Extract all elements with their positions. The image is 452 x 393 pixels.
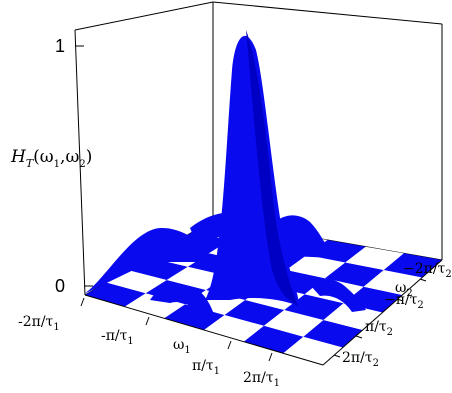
- floor-cell: [363, 270, 423, 295]
- floor-cell: [283, 336, 343, 365]
- floor-cell: [264, 310, 324, 337]
- floor-cell: [243, 325, 304, 354]
- floor-cell: [303, 320, 363, 348]
- floor-cell: [284, 294, 344, 320]
- back-left-wall-top-edge: [74, 1, 214, 31]
- floor-cell: [204, 315, 264, 342]
- z-tick-label-0: 0: [55, 276, 65, 296]
- floor-cell: [85, 282, 146, 307]
- omega2-tick-label-1: −2π/τ2: [403, 261, 452, 280]
- floor-cell: [124, 293, 186, 319]
- surface: [84, 30, 366, 320]
- floor-cell: [286, 255, 346, 279]
- z-tick-label-1: 1: [55, 36, 65, 56]
- back-right-wall-top-edge: [212, 1, 443, 25]
- omega2-ticks: [333, 278, 427, 358]
- omega1-tick-label-4: 2π/τ1: [243, 370, 280, 389]
- floor-cell: [345, 246, 404, 270]
- omega1-ticks: [80, 297, 273, 362]
- floor-cell: [323, 303, 383, 330]
- omega1-tick-label-3: π/τ1: [192, 358, 220, 377]
- omega1-tick-label-1: -2π/τ1: [18, 314, 60, 333]
- omega1-axis-line: [84, 294, 324, 366]
- omega1-tick-label-2: -π/τ1: [101, 328, 134, 347]
- omega2-axis-line: [322, 259, 443, 366]
- front-edges: [84, 259, 443, 366]
- floor-cell: [325, 262, 384, 287]
- z-axis-line: [74, 29, 86, 296]
- z-ticks: [75, 45, 93, 287]
- floor-cell: [224, 300, 285, 326]
- z-axis-label: HT(ω1,ω2): [10, 147, 92, 170]
- omega2-tick-label-2: −π/τ2: [384, 292, 424, 311]
- side-lobe-right-front: [310, 278, 366, 312]
- omega1-axis-name: ω1: [173, 337, 191, 356]
- omega2-tick-label-4: 2π/τ2: [342, 350, 379, 369]
- omega2-tick-label-3: π/τ2: [365, 319, 393, 338]
- side-lobe-left: [84, 227, 210, 294]
- floor-cell: [164, 304, 225, 330]
- omega2-axis-name: ω2: [395, 280, 413, 299]
- main-peak-shade: [246, 30, 298, 306]
- floor-cell: [383, 253, 442, 278]
- side-lobe-front: [150, 284, 216, 320]
